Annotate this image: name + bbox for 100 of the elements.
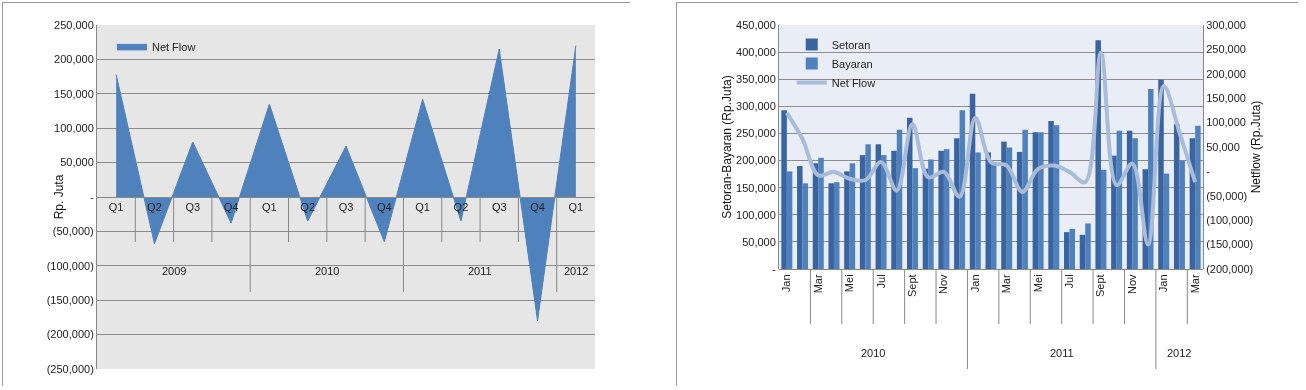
bar: [1064, 232, 1070, 269]
bar: [828, 183, 834, 269]
bar: [1069, 228, 1076, 269]
x-tick-label: Q1: [568, 201, 584, 214]
y-tick-label: -: [772, 262, 777, 275]
y-tick-label: 300,000: [736, 100, 776, 113]
bar: [818, 157, 824, 269]
y-tick-label: 50,000: [60, 156, 94, 169]
legend-label: Net Flow: [151, 40, 196, 53]
bar: [881, 155, 887, 269]
bar: [1132, 138, 1138, 269]
legend-label: Bayaran: [831, 57, 873, 70]
x-tick-label: Nov: [1125, 273, 1138, 294]
annotation: 2011: [468, 265, 492, 277]
x-tick-label: Q1: [108, 201, 124, 214]
bar: [975, 152, 981, 269]
x-tick-label: Nov: [937, 273, 950, 294]
x-tick-label: Mei: [843, 274, 856, 293]
y2-axis-title: Netflow (Rp.Juta): [1249, 100, 1264, 194]
x-tick-label: Jan: [780, 274, 793, 293]
y-tick-label: 150,000: [54, 87, 94, 100]
x-tick-label: Jan: [1157, 274, 1170, 293]
bar: [1001, 141, 1007, 269]
bar: [1079, 234, 1086, 269]
x-tick-label: Q3: [491, 201, 507, 214]
y-tick-label: 250,000: [736, 127, 776, 140]
y-tick-label: 50,000: [742, 235, 776, 248]
y2-tick-label: (200,000): [1206, 262, 1254, 275]
text: 2012: [1167, 347, 1192, 359]
y-tick-label: 100,000: [54, 122, 94, 135]
bar: [1085, 223, 1091, 269]
bar: [1038, 132, 1044, 269]
bar: [1048, 120, 1054, 269]
text: 2010: [861, 347, 886, 359]
y2-tick-label: 250,000: [1206, 43, 1246, 56]
y2-tick-label: 50,000: [1206, 140, 1240, 153]
x-tick-label: Sept: [906, 274, 919, 298]
bar: [891, 150, 897, 269]
y2-tick-label: (100,000): [1206, 214, 1254, 227]
x-tick-label: Q2: [147, 201, 162, 214]
x-tick-label: Mar: [1188, 274, 1201, 294]
x-tick-label: Mar: [1000, 274, 1013, 294]
annotation: 2009: [162, 265, 187, 277]
x-tick-label: Q1: [262, 201, 277, 214]
x-tick-label: Q4: [376, 201, 392, 214]
y-tick-label: (100,000): [46, 259, 94, 272]
y2-tick-label: -: [1206, 165, 1211, 178]
x-tick-label: Q1: [415, 201, 430, 214]
x-tick-label: Q4: [530, 201, 545, 214]
y2-tick-label: 100,000: [1206, 116, 1246, 129]
x-tick-label: Q3: [185, 201, 201, 214]
bar: [954, 138, 960, 269]
bar: [928, 159, 934, 269]
bar: [991, 163, 997, 269]
y-tick-label: (250,000): [46, 362, 94, 375]
x-tick-label: Jul: [874, 274, 887, 289]
legend-label: Setoran: [831, 38, 871, 51]
y-tick-label: 350,000: [736, 73, 776, 86]
bar: [1195, 125, 1201, 269]
y2-tick-label: 300,000: [1206, 18, 1246, 31]
x-tick-label: Mei: [1031, 274, 1044, 293]
y2-tick-label: (150,000): [1206, 238, 1254, 251]
text: 2011: [1050, 347, 1074, 359]
x-tick-label: Q3: [338, 201, 354, 214]
y-tick-label: 450,000: [736, 18, 776, 31]
y-tick-label: 200,000: [54, 53, 94, 66]
line-series: [784, 50, 1198, 247]
legend-label: Net Flow: [831, 76, 876, 89]
y-tick-label: 250,000: [54, 18, 94, 31]
bar: [1163, 173, 1170, 269]
y-tick-label: -: [90, 190, 95, 203]
bar: [802, 183, 809, 269]
bar: [865, 144, 871, 269]
y2-tick-label: 150,000: [1206, 92, 1246, 105]
bar: [912, 168, 918, 269]
y-tick-label: 150,000: [736, 181, 776, 194]
annotation: 2010: [315, 265, 340, 277]
x-tick-label: Sept: [1094, 274, 1107, 298]
bar: [781, 110, 787, 269]
y-tick-label: 200,000: [736, 154, 776, 167]
y-tick-label: 400,000: [736, 45, 776, 58]
y2-tick-label: (50,000): [1206, 189, 1248, 202]
bar: [786, 171, 793, 269]
bar: [1179, 160, 1185, 269]
y-axis-title: Setoran-Bayaran (Rp.Juta): [720, 75, 735, 219]
y-tick-label: (150,000): [46, 294, 94, 307]
y-tick-label: 100,000: [736, 208, 776, 221]
bar: [1022, 129, 1028, 269]
bar: [797, 165, 803, 269]
annotation: 2012: [564, 265, 589, 277]
bar: [1100, 169, 1107, 269]
y-axis-title: Rp. Juta: [52, 174, 66, 220]
bar: [844, 171, 850, 269]
y-tick-label: (50,000): [52, 225, 94, 238]
x-tick-label: Mar: [811, 274, 824, 294]
bar: [938, 150, 944, 269]
bar: [833, 182, 840, 269]
x-tick-label: Jan: [968, 274, 981, 293]
x-tick-label: Jul: [1063, 274, 1076, 289]
y2-tick-label: 200,000: [1206, 67, 1246, 80]
